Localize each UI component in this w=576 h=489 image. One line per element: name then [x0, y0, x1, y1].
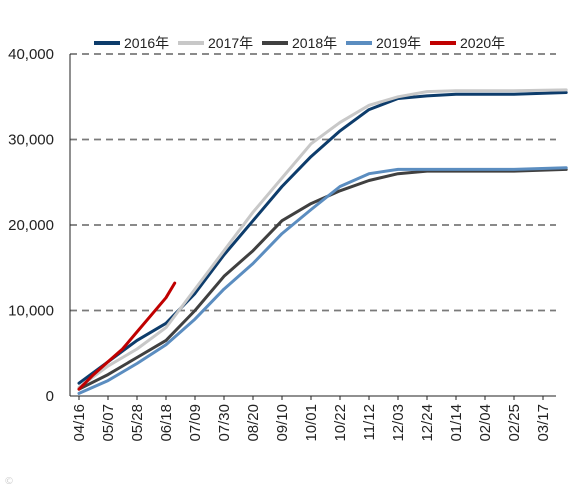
x-tick-label: 10/01 [303, 404, 320, 442]
x-tick-label: 05/07 [100, 404, 117, 442]
x-tick-label: 12/24 [419, 404, 436, 442]
legend-label: 2020年 [460, 35, 505, 51]
x-tick-label: 01/14 [448, 404, 465, 442]
series-line [77, 167, 568, 391]
x-tick-label: 06/18 [158, 404, 175, 442]
series-line [77, 166, 568, 395]
x-tick-label: 05/28 [129, 404, 146, 442]
axes [69, 54, 556, 400]
x-tick-label: 12/03 [390, 404, 407, 442]
x-tick-label: 07/09 [187, 404, 204, 442]
series-line [77, 281, 177, 391]
x-tick-label: 03/17 [535, 404, 552, 442]
x-tick-label: 11/12 [361, 404, 378, 440]
x-tick-label: 02/04 [477, 404, 494, 442]
y-tick-label: 30,000 [8, 132, 54, 149]
series-line [77, 88, 568, 389]
y-tick-label: 10,000 [8, 303, 54, 320]
legend-label: 2018年 [292, 35, 337, 51]
y-tick-label: 0 [46, 388, 54, 405]
x-tick-label: 04/16 [71, 404, 88, 442]
x-tick-label: 02/25 [506, 404, 523, 442]
x-tick-label: 08/20 [245, 404, 262, 442]
legend-label: 2019年 [376, 35, 421, 51]
legend-label: 2017年 [208, 35, 253, 51]
watermark: © [4, 476, 14, 487]
series-line [77, 91, 568, 385]
y-axis-tick-labels: 0 10,000 20,000 30,000 40,000 [8, 46, 54, 405]
x-tick-label: 07/30 [216, 404, 233, 442]
gridlines [70, 53, 556, 312]
x-tick-label: 09/10 [274, 404, 291, 442]
legend-label: 2016年 [124, 35, 169, 51]
legend: 2016年 2017年 2018年 2019年 2020年 [94, 35, 505, 51]
y-tick-label: 40,000 [8, 46, 54, 63]
series-lines [77, 88, 568, 395]
x-axis-tick-labels: 04/16 05/07 05/28 06/18 07/09 07/30 08/20 09/10… [71, 404, 552, 442]
y-tick-label: 20,000 [8, 217, 54, 234]
x-tick-label: 10/22 [332, 404, 349, 442]
